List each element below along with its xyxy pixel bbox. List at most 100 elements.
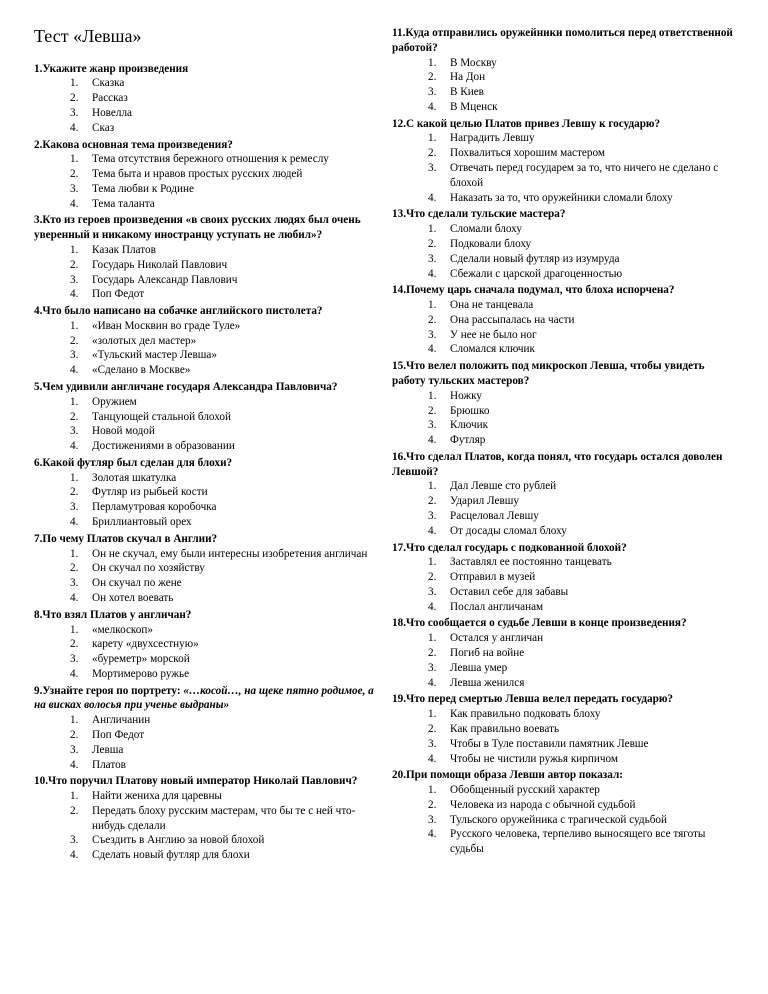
answer-option: 3.Оставил себе для забавы: [428, 585, 736, 600]
answer-number: 4.: [428, 100, 446, 115]
answer-text: Расцеловал Левшу: [450, 510, 539, 522]
answer-text: В Киев: [450, 86, 484, 98]
answer-number: 4.: [70, 439, 88, 454]
question-text: 5.Чем удивили англичане государя Алексан…: [34, 380, 378, 395]
answer-text: Остался у англичан: [450, 632, 543, 644]
answer-number: 2.: [70, 637, 88, 652]
question-q2: 2.Какова основная тема произведения?1.Те…: [34, 138, 378, 212]
answer-option: 4.Сбежали с царской драгоценностью: [428, 267, 736, 282]
answer-option: 3.«Тульский мастер Левша»: [70, 348, 378, 363]
answer-number: 4.: [70, 515, 88, 530]
answer-list: 1.Сломали блоху2.Подковали блоху3.Сделал…: [392, 222, 736, 281]
answer-option: 3.Ключик: [428, 418, 736, 433]
answer-option: 1.Тема отсутствия бережного отношения к …: [70, 152, 378, 167]
answer-option: 3.Тема любви к Родине: [70, 182, 378, 197]
answer-number: 1.: [70, 713, 88, 728]
answer-option: 1.Золотая шкатулка: [70, 471, 378, 486]
answer-number: 2.: [428, 646, 446, 661]
question-text: 20.При помощи образа Левши автор показал…: [392, 768, 736, 783]
answer-option: 2. карету «двухсестную»: [70, 637, 378, 652]
question-q10: 10.Что поручил Платову новый император Н…: [34, 774, 378, 863]
answer-number: 1.: [428, 707, 446, 722]
answer-text: Обобщенный русский характер: [450, 784, 600, 796]
answer-option: 3.Сделали новый футляр из изумруда: [428, 252, 736, 267]
answer-option: 2.Брюшко: [428, 404, 736, 419]
answer-number: 1.: [70, 623, 88, 638]
answer-text: Сломали блоху: [450, 223, 522, 235]
question-text: 13.Что сделали тульские мастера?: [392, 207, 736, 222]
answer-number: 1.: [428, 131, 446, 146]
answer-text: «Тульский мастер Левша»: [92, 349, 217, 361]
answer-text: Англичанин: [92, 714, 150, 726]
answer-option: 4. Сказ: [70, 121, 378, 136]
question-text: 15.Что велел положить под микроскоп Левш…: [392, 359, 736, 389]
answer-number: 1.: [428, 555, 446, 570]
right-column: 11.Куда отправились оружейники помолитьс…: [392, 26, 736, 865]
answer-text: Он скучал по хозяйству: [92, 562, 205, 574]
question-text: 11.Куда отправились оружейники помолитьс…: [392, 26, 736, 56]
question-q12: 12.С какой целью Платов привез Левшу к г…: [392, 117, 736, 206]
answer-text: «Иван Москвин во граде Туле»: [92, 320, 240, 332]
answer-option: 1.Наградить Левшу: [428, 131, 736, 146]
answer-text: Заставлял ее постоянно танцевать: [450, 556, 612, 568]
answer-option: 1.Он не скучал, ему были интересны изобр…: [70, 547, 378, 562]
answer-option: 1.«мелкоскоп»: [70, 623, 378, 638]
answer-number: 3.: [70, 833, 88, 848]
answer-list: 1.Дал Левше сто рублей2.Ударил Левшу3.Ра…: [392, 479, 736, 538]
answer-number: 3.: [70, 106, 88, 121]
answer-text: Отвечать перед государем за то, что ниче…: [450, 162, 718, 189]
page: Тест «Левша» 1.Укажите жанр произведения…: [0, 0, 768, 994]
answer-number: 3.: [428, 661, 446, 676]
answer-text: Сказ: [92, 122, 114, 134]
answer-option: 1.Оружием: [70, 395, 378, 410]
question-q13: 13.Что сделали тульские мастера?1.Сломал…: [392, 207, 736, 281]
answer-number: 2.: [428, 494, 446, 509]
answer-number: 2.: [70, 485, 88, 500]
answer-text: Ударил Левшу: [450, 495, 519, 507]
question-text: 14.Почему царь сначала подумал, что блох…: [392, 283, 736, 298]
answer-text: Русского человека, терпеливо выносящего …: [450, 828, 705, 855]
answer-list: 1.Она не танцевала2.Она рассыпалась на ч…: [392, 298, 736, 357]
question-text: 1.Укажите жанр произведения: [34, 62, 378, 77]
answer-number: 2.: [70, 804, 88, 819]
answer-list: 1.Оружием2.Танцующей стальной блохой3.Но…: [34, 395, 378, 454]
answer-number: 4.: [70, 121, 88, 136]
answer-option: 3.Тульского оружейника с трагической суд…: [428, 813, 736, 828]
answer-text: Поп Федот: [92, 288, 144, 300]
answer-text: Как правильно подковать блоху: [450, 708, 600, 720]
answer-number: 2.: [70, 167, 88, 182]
answer-text: Поп Федот: [92, 729, 144, 741]
answer-number: 2.: [428, 146, 446, 161]
answer-option: 4.Русского человека, терпеливо выносящег…: [428, 827, 736, 857]
answer-option: 1. Как правильно подковать блоху: [428, 707, 736, 722]
answer-number: 4.: [70, 758, 88, 773]
answer-option: 1.Сказка: [70, 76, 378, 91]
answer-option: 4.Чтобы не чистили ружья кирпичом: [428, 752, 736, 767]
answer-text: «буреметр» морской: [92, 653, 190, 665]
answer-text: Сказка: [92, 77, 124, 89]
answer-option: 1.Дал Левше сто рублей: [428, 479, 736, 494]
answer-number: 1.: [70, 471, 88, 486]
answer-number: 3.: [70, 182, 88, 197]
answer-number: 4.: [428, 267, 446, 282]
answer-text: Бриллиантовый орех: [92, 516, 192, 528]
answer-text: карету «двухсестную»: [92, 638, 199, 650]
answer-text: Он не скучал, ему были интересны изобрет…: [92, 548, 367, 560]
answer-option: 2.Тема быта и нравов простых русских люд…: [70, 167, 378, 182]
answer-number: 1.: [70, 243, 88, 258]
answer-text: «золотых дел мастер»: [92, 335, 196, 347]
answer-text: В Москву: [450, 57, 497, 69]
answer-text: В Мценск: [450, 101, 498, 113]
answer-text: Казак Платов: [92, 244, 156, 256]
answer-text: Футляр: [450, 434, 485, 446]
answer-option: 2.На Дон: [428, 70, 736, 85]
answer-number: 4.: [70, 848, 88, 863]
answer-number: 4.: [428, 752, 446, 767]
question-q15: 15.Что велел положить под микроскоп Левш…: [392, 359, 736, 448]
answer-option: 1.Ножку: [428, 389, 736, 404]
answer-text: У нее не было ног: [450, 329, 537, 341]
answer-text: Она не танцевала: [450, 299, 533, 311]
answer-number: 4.: [428, 191, 446, 206]
answer-list: 1.Ножку2.Брюшко3.Ключик4.Футляр: [392, 389, 736, 448]
answer-option: 4.Он хотел воевать: [70, 591, 378, 606]
